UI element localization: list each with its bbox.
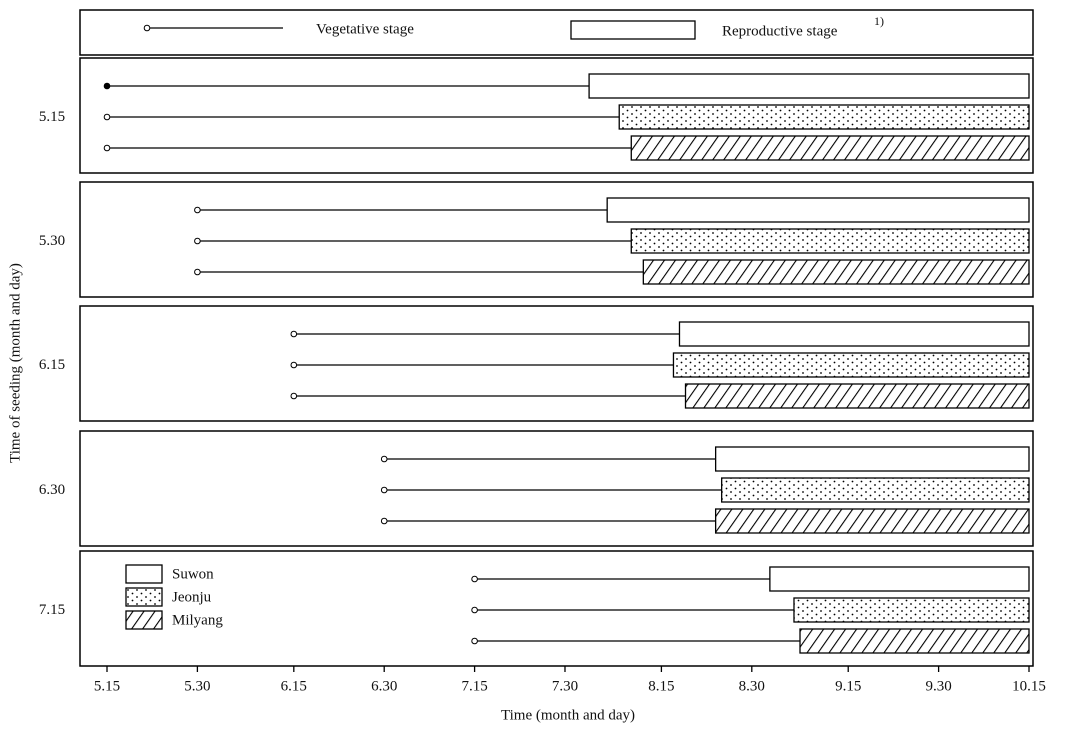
panel bbox=[79, 550, 1034, 667]
y-group-label: 7.15 bbox=[39, 602, 65, 618]
legend-note: 1) bbox=[874, 14, 884, 28]
x-tick-label: 9.30 bbox=[925, 678, 951, 694]
seeding-dot bbox=[471, 637, 478, 645]
seeding-dot bbox=[380, 455, 388, 463]
seeding-dot bbox=[290, 361, 298, 369]
reproductive-bar bbox=[642, 259, 1030, 285]
legend-label: Suwon bbox=[172, 566, 214, 582]
x-tick-label: 10.15 bbox=[1012, 678, 1046, 694]
seeding-dot bbox=[194, 268, 201, 276]
legend-label: Milyang bbox=[172, 612, 223, 628]
reproductive-bar bbox=[630, 135, 1030, 161]
reproductive-bar bbox=[630, 228, 1030, 254]
panel bbox=[79, 430, 1034, 547]
seeding-dot bbox=[380, 486, 388, 494]
reproductive-bar bbox=[799, 628, 1030, 654]
x-tick-label: 7.15 bbox=[461, 678, 487, 694]
reproductive-bar bbox=[714, 446, 1030, 472]
seeding-dot bbox=[103, 113, 111, 121]
reproductive-bar bbox=[721, 477, 1030, 503]
reproductive-bar bbox=[672, 352, 1030, 378]
seeding-dot bbox=[103, 82, 111, 90]
reproductive-bar bbox=[684, 383, 1030, 409]
seeding-dot bbox=[471, 575, 478, 583]
x-tick-label: 7.30 bbox=[552, 678, 578, 694]
legend-swatch bbox=[125, 564, 163, 584]
reproductive-bar bbox=[678, 321, 1030, 347]
x-tick-label: 6.30 bbox=[371, 678, 397, 694]
seeding-dot bbox=[471, 606, 478, 614]
y-axis-title: Time of seeding (month and day) bbox=[7, 263, 23, 463]
seeding-dot bbox=[194, 206, 201, 214]
legend-label: Jeonju bbox=[172, 589, 212, 605]
x-tick-label: 5.30 bbox=[184, 678, 210, 694]
x-tick-label: 5.15 bbox=[94, 678, 120, 694]
x-tick-label: 9.15 bbox=[835, 678, 861, 694]
legend-swatch bbox=[125, 610, 163, 630]
seeding-dot bbox=[290, 392, 298, 400]
y-group-label: 6.15 bbox=[39, 357, 65, 373]
legend-swatch bbox=[125, 587, 163, 607]
x-tick-label: 6.15 bbox=[281, 678, 307, 694]
x-axis-title: Time (month and day) bbox=[501, 707, 635, 723]
seeding-dot bbox=[194, 237, 201, 245]
y-group-label: 5.30 bbox=[39, 233, 65, 249]
legend-vegetative: Vegetative stage bbox=[316, 21, 414, 37]
y-group-label: 6.30 bbox=[39, 482, 65, 498]
y-group-label: 5.15 bbox=[39, 109, 65, 125]
reproductive-bar bbox=[714, 508, 1030, 534]
legend-dot bbox=[143, 24, 151, 32]
panel bbox=[79, 57, 1034, 174]
reproductive-bar bbox=[606, 197, 1030, 223]
seeding-dot bbox=[290, 330, 298, 338]
panel bbox=[79, 181, 1034, 298]
seeding-dot bbox=[380, 517, 388, 525]
panel bbox=[79, 305, 1034, 422]
seeding-dot bbox=[103, 144, 111, 152]
reproductive-bar bbox=[793, 597, 1030, 623]
legend-rect bbox=[570, 20, 696, 40]
x-tick-label: 8.15 bbox=[648, 678, 674, 694]
x-tick-label: 8.30 bbox=[739, 678, 765, 694]
legend-reproductive: Reproductive stage bbox=[722, 23, 838, 39]
legend-box bbox=[79, 9, 1034, 56]
reproductive-bar bbox=[618, 104, 1030, 130]
reproductive-bar bbox=[769, 566, 1030, 592]
reproductive-bar bbox=[588, 73, 1030, 99]
